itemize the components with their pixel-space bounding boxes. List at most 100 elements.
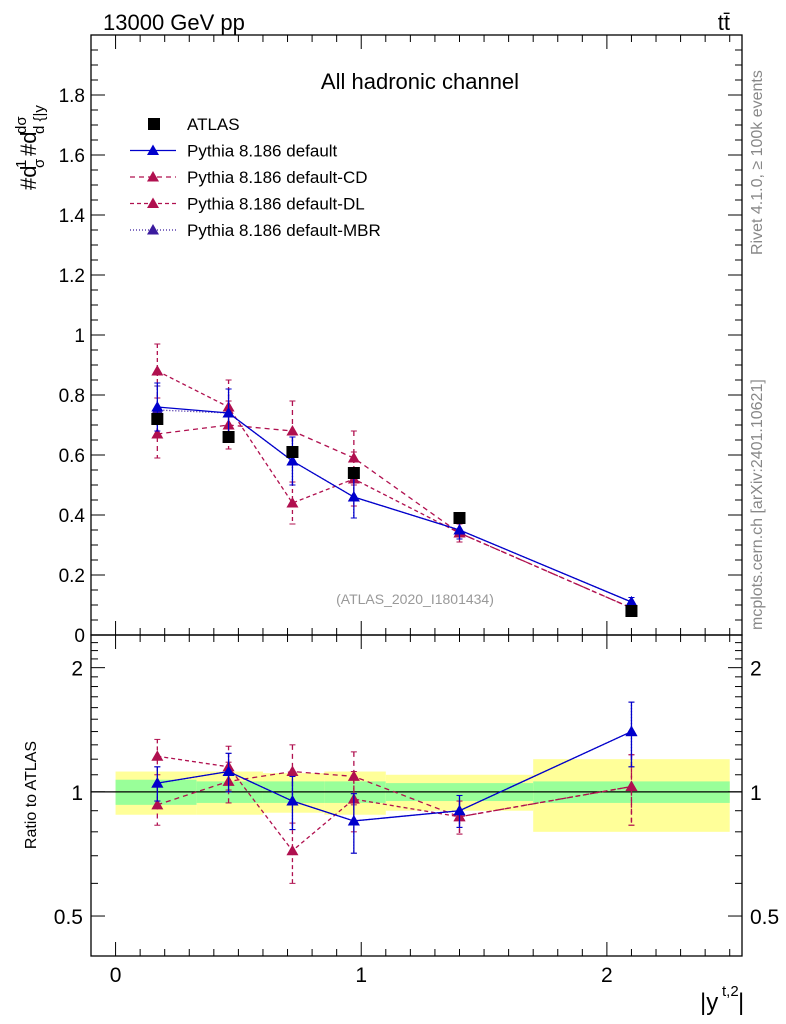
ratio-point xyxy=(625,780,638,792)
legend-label: Pythia 8.186 default-DL xyxy=(187,195,365,214)
y-tick-label: 1.8 xyxy=(59,86,85,107)
y-tick-label: 1 xyxy=(74,326,85,347)
series-pythia-8-186-default xyxy=(151,382,638,607)
y-tick-label: 1.6 xyxy=(59,146,85,167)
ratio-series xyxy=(151,701,638,884)
data-point xyxy=(347,452,360,463)
ratio-series-pythia-8-186-default xyxy=(151,701,638,854)
ratio-tick-label-right: 0.5 xyxy=(750,906,779,929)
x-tick-label: 0 xyxy=(110,964,122,987)
ratio-line xyxy=(157,770,632,818)
data-point xyxy=(151,365,164,376)
svg-text:1: 1 xyxy=(13,160,30,168)
svg-text:dσ: dσ xyxy=(13,116,30,134)
y-tick-label: 1.2 xyxy=(59,266,85,287)
main-panel: All hadronic channel (ATLAS_2020_I180143… xyxy=(59,34,743,647)
ratio-axes: 0.5 0.5 1 1 2 2 0 1 2 xyxy=(54,635,779,987)
series-line xyxy=(157,424,632,609)
ratio-point xyxy=(286,765,299,777)
data-point xyxy=(453,524,466,535)
ratio-point xyxy=(347,814,360,826)
chart-title: All hadronic channel xyxy=(321,69,519,94)
ratio-bands xyxy=(91,759,742,832)
data-point xyxy=(222,407,235,418)
y-axis-label: #d 1 σ #d dσ d {|y xyxy=(13,105,48,190)
y-tick-label: 0.6 xyxy=(59,446,85,467)
svg-text:d {|y: d {|y xyxy=(31,105,48,134)
x-axis-label: |y t,2 | xyxy=(700,983,744,1016)
analysis-label: (ATLAS_2020_I1801434) xyxy=(336,591,494,607)
data-point xyxy=(625,605,638,617)
svg-text:σ: σ xyxy=(31,158,48,168)
main-axes: 0.2 0.4 0.6 0.8 1 1.2 1.4 1.6 1.8 0 xyxy=(59,35,742,647)
ratio-panel: 0.5 0.5 1 1 2 2 0 1 2 xyxy=(54,634,779,987)
process-label: tt̄ xyxy=(718,10,730,35)
series-line xyxy=(157,370,632,609)
ratio-tick-label: 2 xyxy=(71,658,83,681)
ratio-point xyxy=(286,795,299,806)
y-tick-label: 1.4 xyxy=(59,206,86,227)
ratio-point xyxy=(151,777,164,788)
data-point xyxy=(286,497,299,508)
ratio-frame xyxy=(90,634,743,957)
ratio-tick-label-right: 1 xyxy=(750,782,762,805)
main-series xyxy=(151,343,638,617)
series-line xyxy=(157,406,632,603)
ratio-point xyxy=(347,770,360,781)
ratio-tick-label-right: 2 xyxy=(750,658,762,681)
svg-text:#d: #d xyxy=(16,166,41,190)
data-point xyxy=(151,401,164,412)
legend-entry: Pythia 8.186 default-MBR xyxy=(130,221,381,240)
ratio-point xyxy=(286,844,299,856)
legend-marker xyxy=(147,171,159,182)
x-tick-label: 2 xyxy=(601,964,613,987)
ratio-point xyxy=(151,798,164,810)
series-atlas xyxy=(151,413,638,617)
svg-text:t,2: t,2 xyxy=(722,983,739,1000)
data-point xyxy=(222,431,235,443)
legend-marker xyxy=(147,144,159,155)
legend-marker xyxy=(148,118,160,130)
legend-marker xyxy=(147,224,159,235)
y-tick-label-zero: 0 xyxy=(74,626,85,647)
x-tick-label: 1 xyxy=(355,964,367,987)
legend-entry: Pythia 8.186 default-CD xyxy=(130,168,368,187)
data-point xyxy=(286,425,299,436)
ratio-point xyxy=(625,725,638,737)
mcplots-label: mcplots.cern.ch [arXiv:2401.10621] xyxy=(749,379,766,630)
ratio-line xyxy=(157,730,632,822)
ratio-tick-label: 1 xyxy=(71,782,83,805)
legend-marker xyxy=(147,197,159,208)
y-tick-label: 0.2 xyxy=(59,566,85,587)
legend-entry: Pythia 8.186 default-DL xyxy=(130,195,365,214)
legend-label: Pythia 8.186 default xyxy=(187,142,338,161)
data-point xyxy=(625,596,638,607)
svg-text:|y: |y xyxy=(700,989,718,1016)
data-point xyxy=(286,455,299,466)
y-tick-label: 0.8 xyxy=(59,386,85,407)
data-point xyxy=(453,512,466,524)
rivet-label: Rivet 4.1.0, ≥ 100k events xyxy=(749,70,766,255)
data-point xyxy=(151,413,164,425)
data-point xyxy=(151,428,164,439)
legend-label: Pythia 8.186 default-MBR xyxy=(187,221,381,240)
legend-entry: Pythia 8.186 default xyxy=(130,142,338,161)
legend-entry: ATLAS xyxy=(148,115,240,134)
ratio-point xyxy=(453,804,466,816)
svg-text:|: | xyxy=(738,989,744,1016)
ratio-point xyxy=(151,750,164,761)
data-point xyxy=(347,491,360,502)
ratio-tick-label: 0.5 xyxy=(54,906,83,929)
data-point xyxy=(347,467,360,479)
energy-label: 13000 GeV pp xyxy=(103,10,245,35)
series-pythia-8-186-default-dl xyxy=(151,343,638,613)
legend-label: Pythia 8.186 default-CD xyxy=(187,168,368,187)
legend: ATLAS Pythia 8.186 default Pythia 8.186 de… xyxy=(130,115,381,240)
ratio-point xyxy=(222,765,235,777)
ratio-axis-label: Ratio to ATLAS xyxy=(23,741,40,849)
y-tick-label: 0.4 xyxy=(59,506,86,527)
svg-text:#d: #d xyxy=(16,132,41,156)
legend-label: ATLAS xyxy=(187,115,240,134)
data-point xyxy=(286,446,299,458)
